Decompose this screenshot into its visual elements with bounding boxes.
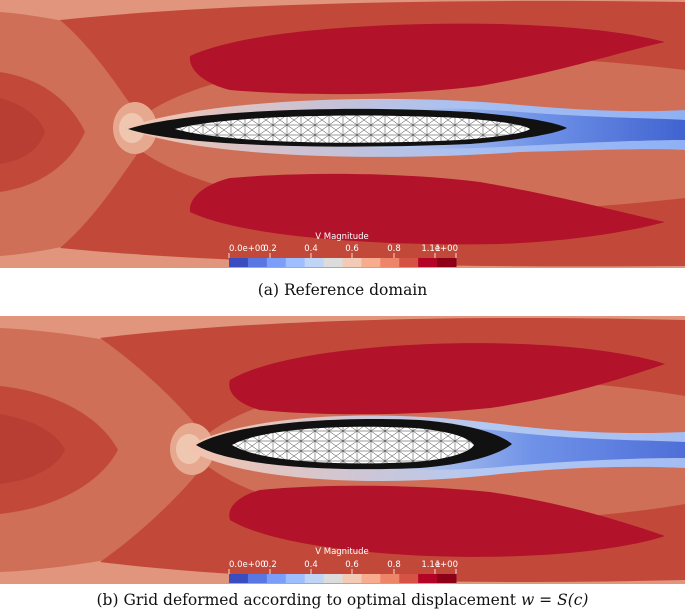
colorbar-swatch (285, 574, 306, 583)
high-velocity-lobe-upper (229, 343, 665, 415)
colorbar-title: V Magnitude (315, 232, 369, 242)
airfoil-mesh-interior (175, 115, 530, 143)
inflow-core (0, 414, 65, 484)
colorbar-swatch (361, 258, 381, 267)
colorbar-tick-label: 0.4 (304, 244, 318, 254)
colorbar-swatch (418, 574, 438, 583)
colorbar-swatch (304, 574, 325, 583)
colorbar-a: V Magnitude 0.0e+000.2 0.4 0.6 0.8 11.1e+00 (228, 232, 458, 267)
colorbar-swatch (323, 258, 343, 267)
colorbar-swatch (229, 258, 249, 267)
velocity-field-plot-a: V Magnitude 0.0e+000.2 0.4 0.6 0.8 11.1e+00 (0, 0, 685, 268)
colorbar-swatch (229, 574, 249, 583)
colorbar-tick-label: 0.2 (263, 244, 277, 254)
colorbar-tick-label: 1 (435, 244, 440, 254)
colorbar-tick-label: 1.1e+00 (421, 244, 458, 254)
colorbar-tick-label: 1.1e+00 (421, 560, 458, 570)
colorbar-swatch (399, 258, 419, 267)
colorbar-swatch (304, 258, 325, 267)
colorbar-tick-label: 0.0e+00 (229, 560, 266, 570)
colorbar-tick-label: 0.4 (304, 560, 318, 570)
colorbar-swatch (418, 258, 438, 267)
caption-panel-b: (b) Grid deformed according to optimal d… (0, 591, 685, 609)
colorbar-swatch (399, 574, 419, 583)
velocity-field-plot-b: V Magnitude 0.0e+000.2 0.4 0.6 0.8 11.1e+00 (0, 316, 685, 584)
colorbar-tick-label: 1 (435, 560, 440, 570)
colorbar-swatch (437, 258, 457, 267)
high-velocity-lobe-lower (229, 485, 665, 557)
panel-deformed-grid: V Magnitude 0.0e+00 0.2 0.4 0.6 0.8 1 1.1e+00 (0, 316, 685, 584)
caption-panel-a: (a) Reference domain (257, 281, 428, 299)
inflow-core (0, 98, 45, 164)
colorbar-title: V Magnitude (315, 547, 369, 557)
high-velocity-lobe-upper (189, 23, 666, 95)
colorbar-tick-label: 0.6 (345, 560, 359, 570)
colorbar-swatch (247, 258, 268, 267)
colorbar-swatch (342, 258, 362, 267)
colorbar-swatch (342, 574, 362, 583)
colorbar-tick-label: 0.6 (345, 244, 359, 254)
colorbar-swatch (437, 574, 457, 583)
colorbar-tick-label: 0.8 (387, 560, 401, 570)
colorbar-tick-label: 0.8 (387, 244, 401, 254)
colorbar-swatch (361, 574, 381, 583)
colorbar-swatch (266, 258, 287, 267)
high-velocity-lobe-lower (189, 173, 666, 245)
colorbar-swatch (266, 574, 287, 583)
colorbar-tick-label: 0.2 (263, 560, 277, 570)
colorbar-tick-label: 0.0e+00 (229, 244, 266, 254)
colorbar-swatch (380, 258, 400, 267)
caption-panel-b-math: w = S(c) (520, 591, 589, 609)
caption-panel-b-text: (b) Grid deformed according to optimal d… (96, 591, 521, 609)
colorbar-swatch (323, 574, 343, 583)
panel-reference-domain: V Magnitude 0.0e+00 0.2 0.4 0.6 0.8 1 1.1e+00 (0, 0, 685, 268)
colorbar-swatch (247, 574, 268, 583)
colorbar-swatch (380, 574, 400, 583)
colorbar-b: V Magnitude 0.0e+000.2 0.4 0.6 0.8 11.1e+00 (228, 547, 458, 583)
airfoil-mesh-interior (232, 426, 474, 464)
colorbar-swatch (285, 258, 306, 267)
